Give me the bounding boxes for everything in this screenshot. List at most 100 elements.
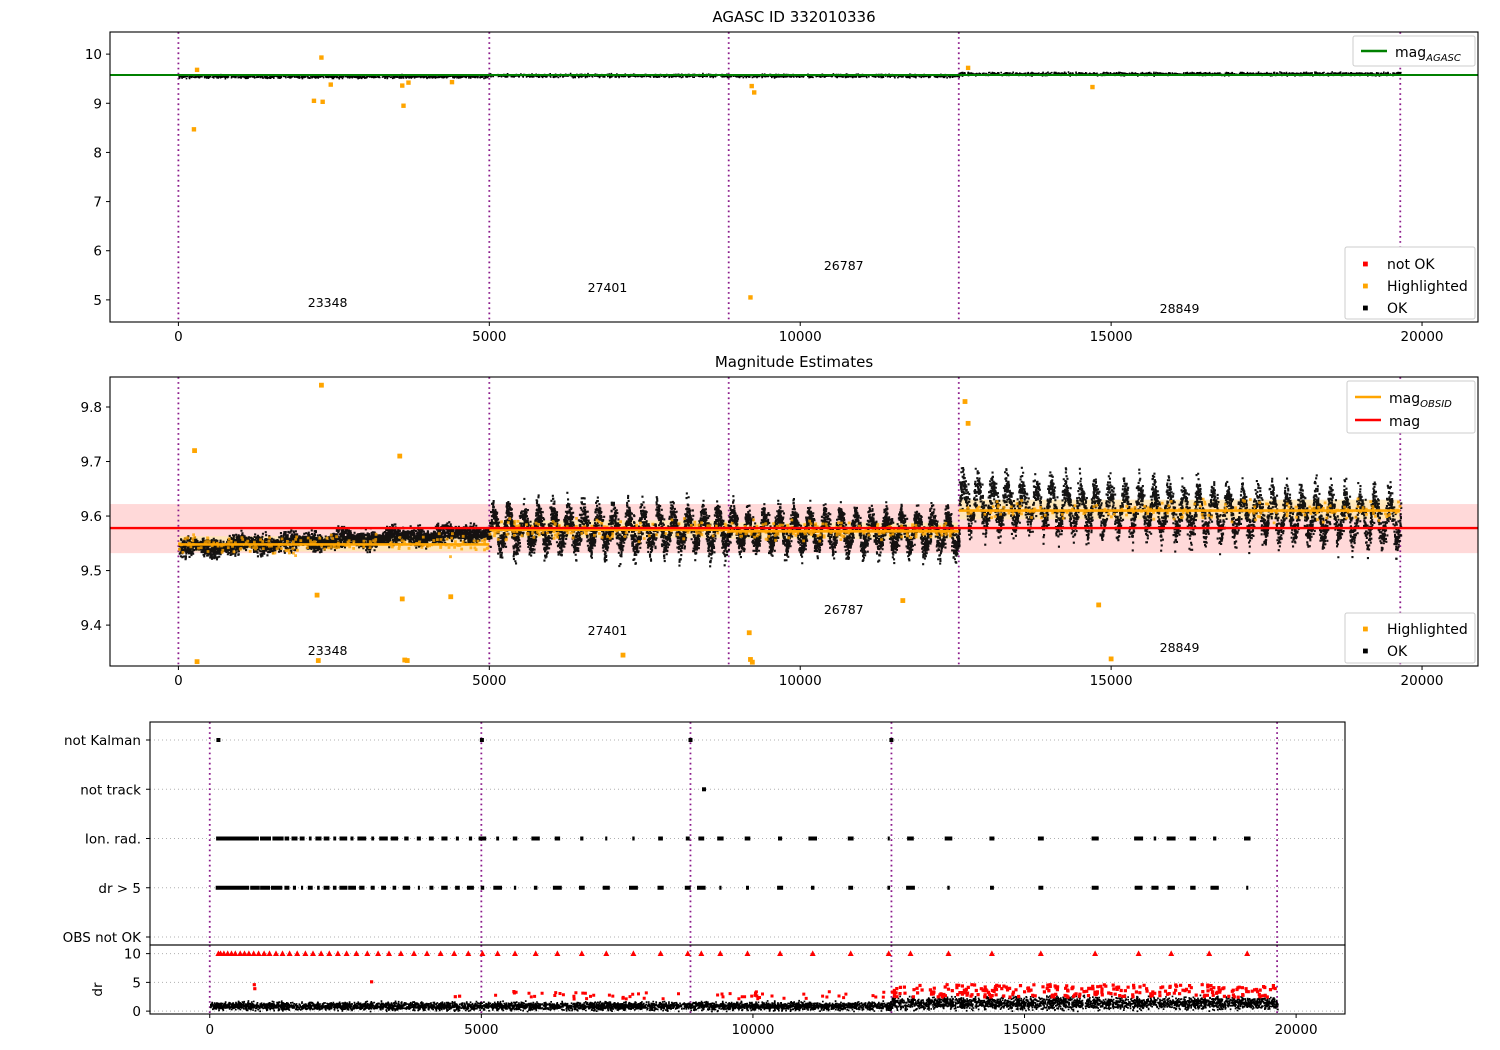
legend-marker: [1363, 261, 1368, 267]
panel3-background: [150, 722, 1345, 945]
legend-marker: [1363, 283, 1368, 289]
legend-label: Highlighted: [1387, 622, 1468, 638]
dr-clipped-markers: [215, 950, 1251, 956]
obsid-label: 23348: [308, 643, 348, 658]
x-tick-label: 10000: [779, 329, 822, 345]
dr-tick-label: 5: [132, 975, 141, 991]
y-tick-label: 9.7: [81, 455, 102, 471]
dr-tick-label: 10: [124, 947, 141, 963]
x-tick-label: 5000: [472, 329, 506, 345]
highlighted-point: [962, 399, 968, 404]
y-tick-label: 6: [93, 244, 102, 260]
highlighted-point: [965, 65, 971, 71]
flag-row-label: not track: [80, 782, 141, 798]
highlighted-point: [401, 103, 406, 108]
legend-label: OK: [1387, 301, 1408, 317]
highlighted-point: [315, 658, 321, 663]
x-tick-label: 15000: [1003, 1022, 1046, 1038]
highlighted-point: [406, 80, 411, 85]
x-tick-label: 15000: [1090, 329, 1133, 345]
legend-marker: [1363, 305, 1368, 311]
legend-marker: [1363, 626, 1368, 632]
highlighted-point: [194, 659, 200, 665]
highlighted-point: [965, 420, 971, 426]
panel1-frame: [109, 31, 1479, 323]
x-tick-label: 10000: [731, 1022, 774, 1038]
obsid-label: 27401: [588, 623, 628, 638]
highlighted-point: [402, 657, 408, 663]
highlighted-point: [752, 90, 757, 95]
x-tick-label: 10000: [779, 673, 822, 689]
y-tick-label: 9.8: [81, 400, 102, 416]
dr-axis-label: dr: [90, 982, 106, 997]
legend-label: OK: [1387, 644, 1408, 660]
x-tick-label: 20000: [1275, 1022, 1318, 1038]
legend-mag-agasc[interactable]: magAGASC: [1352, 35, 1476, 67]
x-tick-label: 15000: [1090, 673, 1133, 689]
flag-markers: [702, 787, 706, 792]
legend-point-classes[interactable]: Highlighted OK: [1344, 612, 1476, 664]
y-tick-label: 9.5: [81, 564, 102, 580]
obsid-label: 23348: [308, 295, 348, 310]
x-tick-label: 5000: [464, 1022, 498, 1038]
highlighted-point: [314, 592, 320, 598]
x-tick-label: 20000: [1401, 673, 1444, 689]
x-tick-label: 0: [174, 329, 183, 345]
flag-markers: [215, 885, 1249, 890]
highlighted-point: [320, 99, 325, 104]
highlighted-point: [749, 83, 754, 89]
legend-label: Highlighted: [1387, 279, 1468, 295]
panel2-title: Magnitude Estimates: [715, 353, 873, 371]
panel1-background: [110, 32, 1478, 322]
panel-magnitude-overview: AGASC ID 332010336 23348 27401 26787 28849 0 5…: [85, 8, 1479, 345]
highlighted-point: [748, 657, 753, 662]
highlighted-point: [900, 598, 906, 603]
legend-box: [1344, 246, 1476, 320]
panel2-ok-points: [958, 466, 1403, 560]
y-tick-label: 9.6: [81, 509, 102, 525]
dr-frame: [149, 944, 1346, 1015]
y-tick-label: 7: [93, 195, 102, 211]
highlighted-point: [404, 658, 410, 663]
legend-marker: [1363, 648, 1368, 654]
panel-flags-and-dr: not Kalman not track Ion. rad. dr > 5 OBS no…: [63, 721, 1346, 1038]
obsid-label: 27401: [588, 280, 628, 295]
legend-box: [1352, 35, 1476, 67]
y-tick-label: 8: [93, 145, 102, 161]
highlighted-point: [399, 596, 405, 602]
dr-not-ok-points: [252, 980, 1277, 1001]
flag-row-label: OBS not OK: [63, 930, 143, 946]
highlighted-point: [449, 79, 455, 85]
legend-point-classes[interactable]: not OK Highlighted OK: [1344, 246, 1476, 320]
highlighted-point: [1096, 602, 1102, 608]
highlighted-point: [749, 659, 755, 665]
highlighted-point: [311, 98, 317, 104]
legend-label: not OK: [1387, 257, 1435, 273]
y-tick-label: 5: [93, 293, 102, 309]
panel2-highlighted-inline: [727, 518, 958, 543]
panel-magnitude-estimates: Magnitude Estimates 23348 27401 26787 28849 0…: [81, 353, 1479, 689]
flag-row-label: Ion. rad.: [85, 832, 141, 848]
highlighted-point: [191, 127, 197, 132]
highlighted-point: [319, 55, 324, 60]
dr-subplot: 0 5 10 dr 0 5000 10000 15000 20000: [90, 944, 1346, 1038]
x-tick-label: 0: [174, 673, 183, 689]
panel2-plot-area: [110, 377, 1478, 666]
highlighted-point: [1090, 84, 1095, 90]
dr-ok-points: [209, 994, 1279, 1013]
x-tick-label: 20000: [1401, 329, 1444, 345]
obsid-label: 28849: [1160, 640, 1200, 655]
obsid-label: 26787: [824, 258, 864, 273]
x-tick-label: 5000: [472, 673, 506, 689]
highlighted-point: [448, 594, 454, 600]
highlighted-point: [192, 448, 197, 454]
y-tick-label: 9: [93, 96, 102, 112]
x-tick-label: 0: [205, 1022, 214, 1038]
dr-tick-label: 0: [132, 1004, 141, 1020]
highlighted-point: [746, 630, 752, 636]
highlighted-point: [328, 82, 333, 87]
highlighted-point: [397, 453, 403, 459]
